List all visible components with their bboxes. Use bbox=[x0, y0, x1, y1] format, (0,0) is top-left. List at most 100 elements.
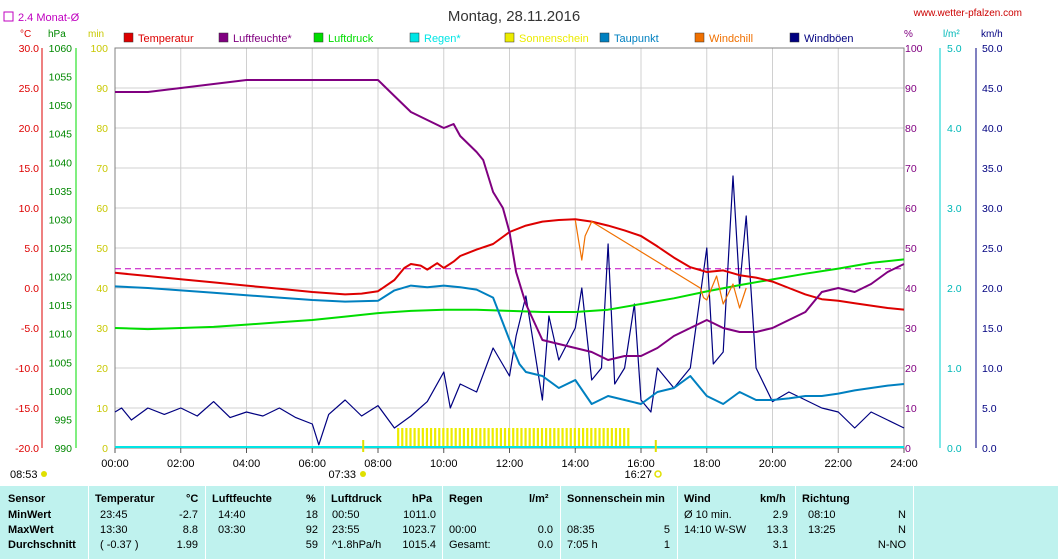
tick-label-sun: 10 bbox=[96, 403, 108, 415]
stat-dir-val: N bbox=[898, 509, 906, 521]
sunshine-bar bbox=[417, 428, 420, 448]
sunshine-bar bbox=[581, 428, 585, 448]
tick-label-sun: 70 bbox=[96, 163, 108, 175]
series-windchill bbox=[574, 219, 747, 309]
stat-hum-val: 59 bbox=[305, 539, 318, 551]
tick-label-rain: 3.0 bbox=[947, 203, 962, 215]
tick-label-sun: 100 bbox=[90, 43, 108, 55]
tick-label-sun: 90 bbox=[96, 83, 108, 95]
site-link[interactable]: www.wetter-pfalzen.com bbox=[913, 8, 1022, 19]
sun-unit: min bbox=[88, 29, 104, 40]
sunshine-bar bbox=[458, 428, 461, 448]
hdr-temp-unit: °C bbox=[186, 493, 199, 505]
stat-wind-time: 14:10 W-SW bbox=[684, 524, 747, 536]
legend-label: Temperatur bbox=[138, 33, 194, 45]
tick-label-wind: 0.0 bbox=[982, 443, 997, 455]
stat-rain-val: 0.0 bbox=[537, 524, 553, 536]
legend-label: Regen* bbox=[424, 33, 461, 45]
tick-label-wind: 20.0 bbox=[982, 283, 1003, 295]
legend-swatch bbox=[599, 32, 610, 43]
stat-wind-val: 2.9 bbox=[772, 509, 788, 521]
hdr-wind-unit: km/h bbox=[760, 493, 786, 505]
tick-label-rain: 0.0 bbox=[947, 443, 962, 455]
legend-swatch bbox=[504, 32, 515, 43]
tick-label-wind: 15.0 bbox=[982, 323, 1003, 335]
tick-label-press: 1010 bbox=[49, 329, 73, 341]
tick-label-wind: 45.0 bbox=[982, 83, 1003, 95]
tick-label-wind: 35.0 bbox=[982, 163, 1003, 175]
hdr-rain: Regen bbox=[449, 493, 483, 505]
legend-label: Taupunkt bbox=[614, 33, 659, 45]
sunshine-bar bbox=[462, 428, 466, 448]
tick-label-press: 1005 bbox=[49, 357, 73, 369]
sunshine-bar bbox=[429, 428, 433, 448]
sunshine-bar bbox=[573, 428, 576, 448]
sunshine-bar bbox=[446, 428, 449, 448]
stat-press-val: 1015.4 bbox=[402, 539, 436, 551]
stat-temp-time: 13:30 bbox=[100, 524, 128, 536]
stat-sun-time: 08:35 bbox=[567, 524, 595, 536]
tick-label-temp: 15.0 bbox=[19, 163, 40, 175]
tick-label-temp: 20.0 bbox=[19, 123, 40, 135]
tick-label-hum: 70 bbox=[905, 163, 917, 175]
tick-label-hum: 90 bbox=[905, 83, 917, 95]
series-taupunkt bbox=[114, 284, 905, 405]
stat-dir-time: 08:10 bbox=[808, 509, 836, 521]
tick-label-sun: 20 bbox=[96, 363, 108, 375]
stat-label: MinWert bbox=[8, 509, 52, 521]
x-tick-label: 06:00 bbox=[298, 458, 326, 470]
tick-label-wind: 50.0 bbox=[982, 43, 1003, 55]
tick-label-press: 1025 bbox=[49, 243, 73, 255]
stat-press-time: ^1.8hPa/h bbox=[332, 539, 382, 551]
sunshine-bar bbox=[606, 428, 609, 448]
sunshine-bar bbox=[536, 428, 539, 448]
sunshine-bar bbox=[454, 428, 457, 448]
sunshine-bar bbox=[586, 428, 589, 448]
tick-label-hum: 40 bbox=[905, 283, 917, 295]
sunshine-bar bbox=[594, 428, 597, 448]
legend-swatch bbox=[218, 32, 229, 43]
sunshine-bar bbox=[405, 428, 408, 448]
stat-sun-val: 5 bbox=[663, 524, 670, 536]
tick-label-temp: 25.0 bbox=[19, 83, 40, 95]
press-unit: hPa bbox=[48, 29, 66, 40]
sunshine-bar bbox=[425, 428, 429, 448]
tick-label-press: 1035 bbox=[49, 186, 73, 198]
stat-hum-time: 14:40 bbox=[218, 509, 246, 521]
legend-swatch bbox=[409, 32, 420, 43]
sunshine-bar bbox=[499, 428, 503, 448]
hdr-wind: Wind bbox=[684, 493, 711, 505]
tick-label-temp: 10.0 bbox=[19, 203, 40, 215]
tick-label-press: 1050 bbox=[49, 100, 73, 112]
stat-wind-time: Ø 10 min. bbox=[684, 509, 732, 521]
sunshine-bar bbox=[475, 428, 478, 448]
sun-markers: 07:33 16:27 08:53 bbox=[10, 440, 662, 481]
stat-wind-val: 3.1 bbox=[772, 539, 788, 551]
legend-swatch bbox=[789, 32, 800, 43]
legend-swatch bbox=[694, 32, 705, 43]
series-windben bbox=[114, 175, 905, 446]
hdr-hum-unit: % bbox=[306, 493, 316, 505]
sunshine-bar bbox=[565, 428, 568, 448]
x-tick-label: 02:00 bbox=[167, 458, 195, 470]
weather-chart: 2.4 Monat-Ø Montag, 28.11.2016 www.wette… bbox=[3, 8, 1022, 481]
sunshine-bar bbox=[598, 428, 601, 448]
stat-hum-time: 03:30 bbox=[218, 524, 246, 536]
sunshine-bars bbox=[115, 428, 904, 448]
stat-hum-val: 92 bbox=[305, 524, 318, 536]
tick-label-press: 1030 bbox=[49, 214, 73, 226]
stat-rain-time: Gesamt: bbox=[449, 539, 491, 551]
tick-label-hum: 20 bbox=[905, 363, 917, 375]
temp-unit: °C bbox=[20, 29, 31, 40]
stat-temp-time: ( -0.37 ) bbox=[100, 539, 139, 551]
sunshine-bar bbox=[623, 428, 626, 448]
tick-label-press: 1040 bbox=[49, 157, 73, 169]
x-tick-label: 12:00 bbox=[496, 458, 524, 470]
tick-label-hum: 60 bbox=[905, 203, 917, 215]
stat-temp-val: -2.7 bbox=[179, 509, 198, 521]
sunshine-bar bbox=[397, 428, 400, 448]
series-luftfeuchte bbox=[115, 79, 905, 361]
sunshine-bar bbox=[434, 428, 437, 448]
stat-label: MaxWert bbox=[8, 524, 54, 536]
sunrise-icon bbox=[360, 471, 366, 477]
